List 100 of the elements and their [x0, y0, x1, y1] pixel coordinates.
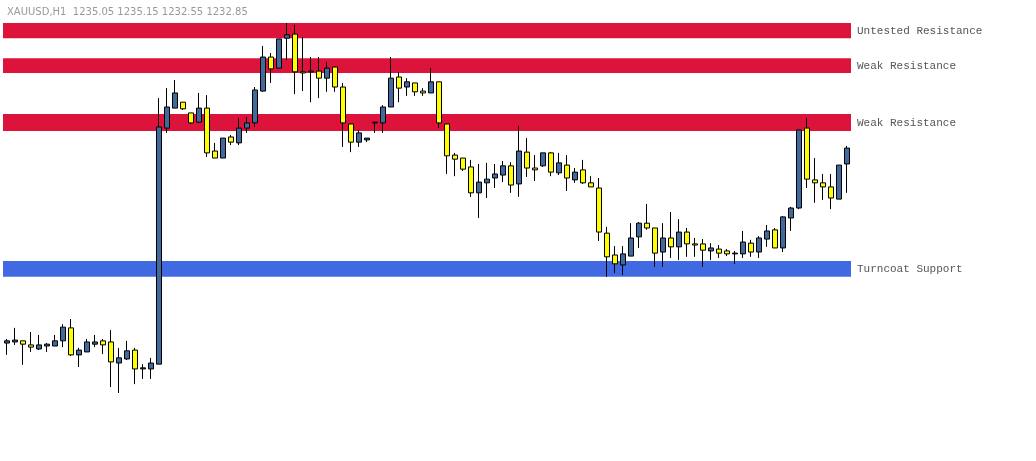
candlestick: [100, 338, 106, 355]
candlestick: [692, 237, 698, 258]
candlestick: [844, 145, 850, 194]
candlestick: [780, 215, 786, 253]
candlestick: [428, 67, 434, 94]
candlestick: [108, 329, 114, 388]
candlestick: [772, 227, 778, 249]
candlestick: [292, 24, 298, 95]
candlestick: [812, 157, 818, 204]
candlestick: [252, 86, 258, 128]
candlestick: [364, 137, 370, 143]
candlestick: [380, 104, 386, 134]
candlestick: [756, 235, 762, 259]
candlestick: [548, 151, 554, 177]
candlestick: [532, 154, 538, 182]
candlestick: [596, 177, 602, 242]
candlestick: [396, 71, 402, 103]
candlestick: [148, 357, 154, 380]
candlestick: [788, 206, 794, 232]
candlestick: [260, 45, 266, 93]
candlestick: [212, 142, 218, 159]
band-label: Weak Resistance: [857, 116, 957, 129]
candlestick: [284, 22, 290, 61]
candlestick: [268, 52, 274, 84]
candlestick: [388, 56, 394, 108]
candlestick: [132, 347, 138, 385]
candlestick: [820, 173, 826, 201]
candlestick: [836, 164, 842, 200]
candlestick: [420, 87, 426, 97]
candlestick: [492, 163, 498, 189]
candlestick: [20, 340, 26, 366]
candlestick: [468, 159, 474, 198]
candlestick: [572, 167, 578, 184]
candlestick: [556, 152, 562, 176]
candlestick: [28, 331, 34, 353]
candlestick: [452, 152, 458, 177]
candlestick: [156, 97, 162, 365]
candlestick: [652, 227, 658, 268]
candlestick: [636, 221, 642, 249]
candlestick: [580, 159, 586, 185]
candlestick: [668, 211, 674, 259]
candlestick: [332, 66, 338, 93]
candlestick: [12, 327, 18, 346]
candlestick: [508, 161, 514, 194]
band-label: Turncoat Support: [857, 262, 963, 275]
candlestick: [732, 250, 738, 265]
candlestick: [804, 117, 810, 189]
candlestick: [116, 347, 122, 394]
candlestick: [316, 56, 322, 99]
candlestick: [436, 81, 442, 129]
candlestick: [340, 82, 346, 148]
candlestick: [740, 230, 746, 259]
candlestick: [620, 245, 626, 276]
candlestick: [76, 347, 82, 368]
candlestick: [564, 154, 570, 192]
candlestick: [588, 175, 594, 188]
candlestick: [476, 163, 482, 219]
candlestick: [172, 79, 178, 109]
candlestick: [708, 242, 714, 261]
candlestick: [236, 117, 242, 146]
candlestick: [644, 203, 650, 231]
candlestick: [684, 227, 690, 258]
candlestick: [676, 218, 682, 261]
candlestick: [68, 318, 74, 357]
candlestick: [300, 36, 306, 92]
candlestick: [612, 245, 618, 274]
candlestick: [84, 338, 90, 353]
candlestick: [484, 162, 490, 199]
candlestick: [460, 157, 466, 172]
candlestick: [764, 224, 770, 248]
candlestick: [540, 152, 546, 168]
candlestick: [52, 334, 58, 347]
candlestick: [700, 238, 706, 268]
candlestick: [516, 125, 522, 198]
candlestick: [36, 334, 42, 351]
candlestick: [220, 137, 226, 159]
candlestick: [204, 94, 210, 158]
candlestick: [404, 77, 410, 97]
candlestick: [356, 129, 362, 148]
candlestick: [412, 82, 418, 97]
candlestick: [444, 123, 450, 175]
candlestick: [724, 248, 730, 257]
candlestick: [796, 129, 802, 210]
band-label: Untested Resistance: [857, 24, 983, 37]
chart-title: XAUUSD,H1 1235.05 1235.15 1232.55 1232.85: [7, 5, 248, 17]
candlestick: [324, 61, 330, 93]
candlestick: [308, 56, 314, 103]
candlestick: [524, 137, 530, 178]
candlestick: [180, 101, 186, 111]
candlestick: [228, 134, 234, 146]
candlestick: [828, 173, 834, 210]
candlestick: [92, 334, 98, 348]
candlestick: [164, 87, 170, 134]
candlestick: [4, 338, 10, 356]
candlestick: [348, 123, 354, 153]
candlestick: [500, 160, 506, 183]
candlestick: [716, 244, 722, 259]
candlestick: [244, 116, 250, 134]
candlestick: [660, 222, 666, 268]
candlestick: [60, 323, 66, 348]
